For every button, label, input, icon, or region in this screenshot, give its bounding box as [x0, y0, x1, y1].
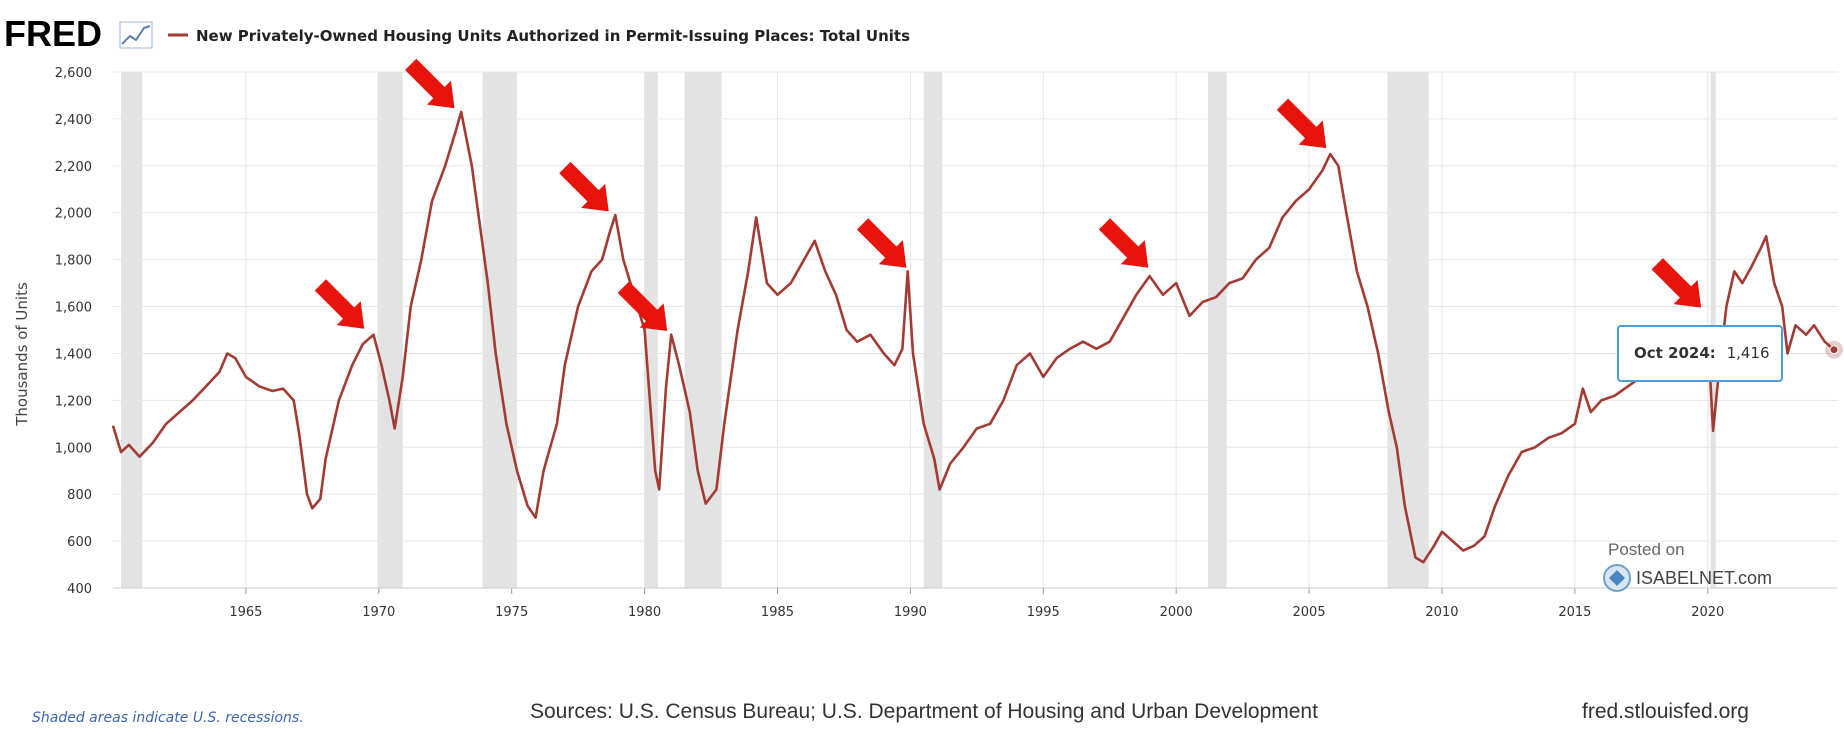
y-tick-label: 1,200 [55, 394, 92, 409]
recession-band-1 [377, 72, 403, 588]
watermark-posted-on: Posted on [1608, 540, 1685, 559]
annotation-arrow-3 [617, 281, 668, 331]
site-link[interactable]: fred.stlouisfed.org [1582, 700, 1749, 723]
sources-text: Sources: U.S. Census Bureau; U.S. Depart… [530, 700, 1318, 723]
isabelnet-logo-icon [1603, 564, 1631, 592]
series-layer [111, 110, 1844, 564]
recession-bands [120, 72, 1716, 588]
y-tick-label: 2,200 [55, 160, 92, 175]
y-tick-label: 1,400 [55, 347, 92, 362]
recession-band-5 [923, 72, 943, 588]
annotation-arrow-7 [1651, 258, 1702, 308]
watermark-name: ISABELNET.com [1636, 568, 1772, 588]
recession-band-4 [684, 72, 722, 588]
y-tick-label: 400 [67, 582, 92, 597]
x-tick-label: 2005 [1293, 605, 1326, 620]
series-line-0 [111, 110, 1835, 564]
annotation-arrows [314, 58, 1702, 331]
y-tick-label: 1,000 [55, 441, 92, 456]
tooltip-value: 1,416 [1727, 344, 1770, 362]
x-tick-label: 2015 [1558, 605, 1591, 620]
x-tick-label: 1970 [362, 605, 395, 620]
y-tick-label: 2,600 [55, 66, 92, 81]
x-tick-label: 1990 [894, 605, 927, 620]
x-tick-label: 1985 [761, 605, 794, 620]
y-tick-label: 600 [67, 535, 92, 550]
x-tick-label: 2010 [1425, 605, 1458, 620]
annotation-arrow-5 [1098, 218, 1149, 268]
arrow-shape [405, 58, 455, 109]
annotation-arrow-6 [1276, 98, 1327, 149]
recession-band-0 [120, 72, 143, 588]
x-axis-ticks: 1965 1970 1975 1980 1985 1990 1995 2000 2005 2010… [229, 588, 1724, 620]
arrow-shape [1276, 98, 1327, 149]
y-axis-label: Thousands of Units [13, 282, 31, 427]
arrow-shape [559, 161, 609, 212]
x-tick-label: 1995 [1027, 605, 1060, 620]
y-tick-label: 2,400 [55, 113, 92, 128]
x-tick-label: 1965 [229, 605, 262, 620]
tooltip-date: Oct 2024: [1634, 344, 1716, 362]
grid-lines [113, 71, 1838, 589]
arrow-shape [617, 281, 668, 331]
recession-band-3 [644, 72, 658, 588]
annotation-arrow-4 [856, 218, 907, 268]
y-axis-ticks: 400 600 800 1,000 1,200 1,400 1,600 1,800 2,000 2… [55, 66, 92, 597]
recession-band-6 [1208, 72, 1227, 588]
recession-note: Shaded areas indicate U.S. recessions. [32, 710, 304, 726]
arrow-shape [856, 218, 907, 268]
y-tick-label: 1,800 [55, 254, 92, 269]
x-tick-label: 2000 [1160, 605, 1193, 620]
arrow-shape [1651, 258, 1702, 308]
x-tick-label: 1975 [495, 605, 528, 620]
fred-logo[interactable]: FRED [4, 13, 102, 54]
recession-band-7 [1387, 72, 1429, 588]
annotation-arrow-2 [559, 161, 609, 212]
x-tick-label: 2020 [1691, 605, 1724, 620]
svg-text:Oct 2024: 1,416: Oct 2024: 1,416 [1634, 344, 1770, 362]
hover-tooltip: Oct 2024: 1,416 [1617, 325, 1783, 382]
chart-title: New Privately-Owned Housing Units Author… [196, 27, 910, 45]
tooltip-box [1617, 325, 1783, 382]
annotation-arrow-0 [314, 279, 365, 329]
x-tick-label: 1980 [628, 605, 661, 620]
arrow-shape [1098, 218, 1149, 268]
annotation-arrow-1 [405, 58, 455, 109]
y-tick-label: 2,000 [55, 207, 92, 222]
hover-point[interactable] [1829, 345, 1839, 355]
fred-logo-chart-icon [119, 21, 153, 49]
isabelnet-watermark: Posted on ISABELNET.com [1603, 540, 1772, 592]
y-tick-label: 1,600 [55, 301, 92, 316]
arrow-shape [314, 279, 365, 329]
y-tick-label: 800 [67, 488, 92, 503]
